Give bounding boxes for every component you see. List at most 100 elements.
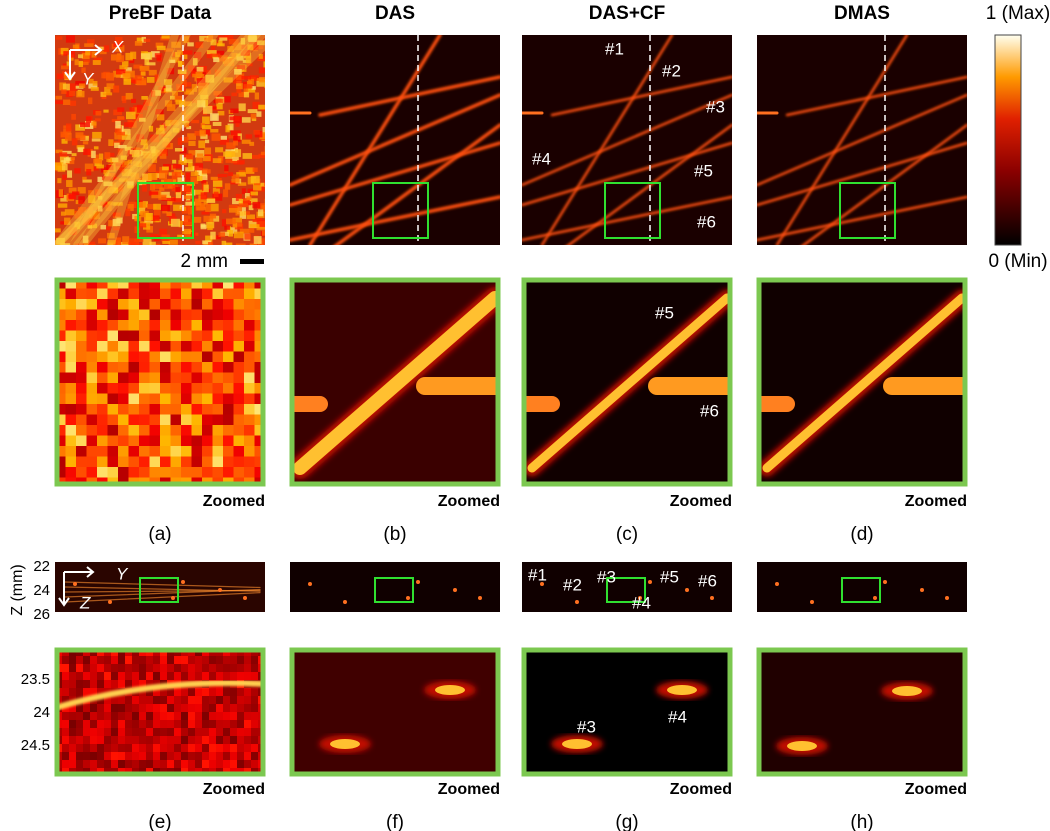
- pixel: [170, 393, 182, 405]
- speckle: [232, 222, 243, 227]
- speckle: [190, 171, 199, 177]
- speckle: [233, 42, 243, 51]
- pixel: [223, 656, 231, 665]
- pixel: [139, 278, 150, 289]
- pixel: [111, 736, 119, 745]
- speckle: [142, 237, 152, 245]
- speckle: [118, 184, 124, 192]
- speckle: [155, 82, 161, 86]
- speckle: [190, 177, 199, 184]
- speckle: [173, 204, 183, 211]
- side-image: [290, 562, 500, 612]
- pixel: [149, 467, 161, 478]
- speckle: [115, 163, 122, 167]
- pixel: [174, 664, 182, 673]
- pixel: [65, 456, 77, 468]
- speckle: [133, 64, 143, 69]
- speckle: [210, 231, 216, 240]
- zoom-image: [522, 278, 732, 486]
- pixel: [254, 383, 265, 394]
- pixel: [216, 760, 224, 769]
- pixel: [107, 414, 119, 426]
- dot: [638, 596, 642, 600]
- speckle: [185, 201, 195, 206]
- pixel: [181, 752, 189, 761]
- pixel: [223, 704, 231, 713]
- speckle: [214, 69, 222, 76]
- pixel: [195, 752, 203, 761]
- speckle: [107, 232, 115, 239]
- speckle: [65, 158, 75, 165]
- pixel: [223, 760, 231, 769]
- speckle: [98, 153, 104, 161]
- speckle: [233, 140, 239, 146]
- pixel: [97, 467, 108, 478]
- speckle: [188, 140, 196, 147]
- pixel: [111, 744, 119, 753]
- pixel: [191, 435, 203, 447]
- speckle: [100, 167, 109, 173]
- pixel: [65, 362, 77, 373]
- speckle: [212, 193, 223, 201]
- pixel: [188, 696, 196, 705]
- speckle: [194, 130, 202, 136]
- pixel: [65, 425, 77, 436]
- pixel: [149, 330, 161, 342]
- pixel: [86, 309, 98, 321]
- pixel: [170, 288, 182, 300]
- pixel: [212, 320, 224, 331]
- speckle: [243, 91, 250, 98]
- pixel: [223, 720, 231, 729]
- pixel: [181, 728, 189, 737]
- speckle: [61, 89, 67, 94]
- pixel: [153, 744, 161, 753]
- pixel: [97, 414, 108, 426]
- pixel: [244, 362, 255, 373]
- speckle: [140, 139, 148, 146]
- pixel: [118, 383, 129, 394]
- pixel: [167, 672, 175, 681]
- pixel: [125, 736, 133, 745]
- pixel: [132, 704, 140, 713]
- speckle: [98, 46, 105, 50]
- speckle: [149, 182, 156, 191]
- pixel: [55, 309, 66, 321]
- pixel: [62, 728, 70, 737]
- pixel: [230, 744, 238, 753]
- speckle: [112, 176, 120, 180]
- speckle: [205, 235, 213, 242]
- speckle: [136, 37, 144, 43]
- pixel: [191, 393, 203, 405]
- speckle: [234, 68, 242, 75]
- pixel: [125, 696, 133, 705]
- pixel: [188, 760, 196, 769]
- pixel: [65, 309, 77, 321]
- speckle: [249, 224, 260, 228]
- pixel: [146, 736, 154, 745]
- speckle: [252, 154, 260, 159]
- zoomed-label: Zoomed: [203, 781, 265, 798]
- pixel: [233, 393, 245, 405]
- panel-letter: (e): [148, 812, 171, 831]
- speckle: [55, 100, 64, 105]
- speckle: [183, 36, 190, 44]
- annotation: #6: [697, 212, 716, 231]
- speckle: [148, 164, 156, 173]
- speckle: [260, 151, 265, 156]
- speckle: [166, 68, 175, 75]
- pixel: [111, 728, 119, 737]
- pixel: [128, 288, 140, 300]
- annotation: #4: [532, 149, 551, 168]
- pixel: [237, 656, 245, 665]
- speckle: [223, 96, 231, 103]
- speckle: [72, 44, 79, 49]
- pixel: [181, 696, 189, 705]
- speckle: [129, 149, 140, 155]
- pixel: [244, 372, 255, 384]
- scale-bar: [240, 259, 264, 264]
- pixel: [212, 446, 224, 457]
- pixel: [244, 309, 255, 321]
- panel-letter: (f): [386, 812, 404, 831]
- pixel: [233, 446, 245, 457]
- top-image: [55, 35, 265, 245]
